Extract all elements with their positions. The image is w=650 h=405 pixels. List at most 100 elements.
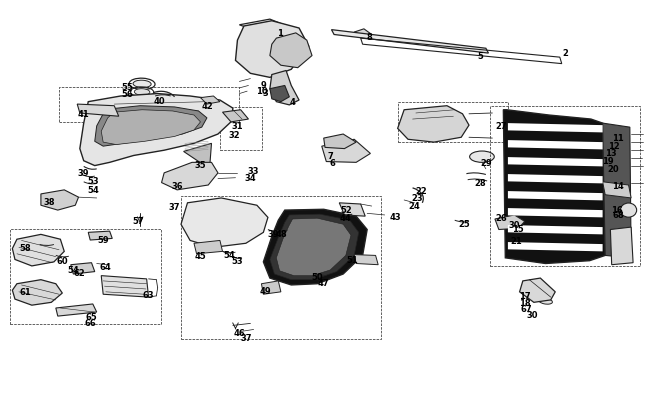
Text: 30: 30 [526,310,538,319]
Bar [181,197,381,339]
Text: 59: 59 [98,235,109,244]
Text: 24: 24 [409,201,421,210]
Bar [59,88,239,123]
Text: 21: 21 [510,237,522,245]
Polygon shape [276,219,351,276]
Text: 8: 8 [366,32,372,41]
Polygon shape [270,215,359,280]
Polygon shape [88,232,112,241]
Polygon shape [519,278,555,303]
Polygon shape [495,215,525,230]
Polygon shape [77,105,119,117]
Text: 12: 12 [608,141,619,151]
Polygon shape [263,210,367,285]
Polygon shape [332,30,488,54]
Polygon shape [354,30,372,38]
Polygon shape [12,235,64,266]
Text: 23: 23 [411,194,423,203]
Bar [10,230,161,324]
Text: 56: 56 [122,90,133,99]
Text: 5: 5 [478,52,484,61]
Polygon shape [270,86,289,102]
Polygon shape [80,94,233,166]
Polygon shape [508,175,603,184]
Polygon shape [603,124,631,258]
Text: 28: 28 [475,179,486,188]
Text: 38: 38 [44,197,55,206]
Text: 54: 54 [87,185,99,194]
Polygon shape [324,135,356,149]
Text: 51: 51 [346,255,358,264]
Text: 63: 63 [143,290,155,299]
Polygon shape [270,71,299,106]
Text: 6: 6 [330,158,335,167]
Text: 62: 62 [74,269,86,277]
Polygon shape [339,203,365,217]
Text: 48: 48 [275,230,287,239]
Text: 39: 39 [267,230,279,239]
Text: 53: 53 [231,256,243,266]
Text: 57: 57 [133,216,144,225]
Text: 1: 1 [277,28,283,38]
Text: 13: 13 [604,149,616,158]
Text: 50: 50 [311,273,323,281]
Text: 18: 18 [519,298,530,307]
Text: 19: 19 [602,157,614,166]
Polygon shape [71,263,95,274]
Polygon shape [354,255,378,265]
Text: 52: 52 [340,205,352,214]
Bar [398,103,508,143]
Text: 17: 17 [519,292,530,301]
Polygon shape [239,20,286,32]
Polygon shape [101,276,149,297]
Text: 37: 37 [169,203,180,212]
Text: 34: 34 [244,174,256,183]
Text: 3: 3 [263,89,268,98]
Text: 15: 15 [512,224,524,233]
Text: 10: 10 [255,87,267,96]
Text: 58: 58 [20,243,31,252]
Polygon shape [508,243,603,252]
Polygon shape [261,281,281,294]
Text: 47: 47 [318,278,330,287]
Text: 11: 11 [612,133,624,143]
Text: 32: 32 [228,130,240,139]
Text: 27: 27 [495,122,507,131]
Polygon shape [508,124,603,133]
Text: 16: 16 [611,205,623,214]
Text: 2: 2 [562,49,568,58]
Polygon shape [162,163,218,190]
Text: 54: 54 [68,266,79,275]
Text: 61: 61 [20,288,31,296]
Text: 20: 20 [607,165,619,174]
Polygon shape [235,22,309,78]
Ellipse shape [135,90,150,96]
Polygon shape [508,209,603,218]
Text: 53: 53 [87,177,99,186]
Text: 49: 49 [259,286,271,295]
Ellipse shape [470,151,494,163]
Text: 68: 68 [612,211,624,220]
Polygon shape [508,226,603,235]
Polygon shape [508,158,603,167]
Text: 64: 64 [100,262,112,272]
Text: 54: 54 [223,250,235,260]
Polygon shape [200,97,220,105]
Polygon shape [95,107,207,147]
Polygon shape [222,111,248,123]
Text: 30: 30 [509,220,520,229]
Bar [220,107,262,151]
Text: 14: 14 [612,181,624,190]
Polygon shape [322,140,370,163]
Text: 9: 9 [261,81,266,90]
Polygon shape [12,280,62,305]
Polygon shape [508,141,603,150]
Polygon shape [183,144,211,169]
Text: 60: 60 [57,256,68,266]
Text: 35: 35 [194,161,206,170]
Text: 29: 29 [480,158,491,167]
Polygon shape [603,182,631,198]
Text: 43: 43 [389,212,401,221]
Polygon shape [610,228,633,265]
Text: 31: 31 [231,122,243,131]
